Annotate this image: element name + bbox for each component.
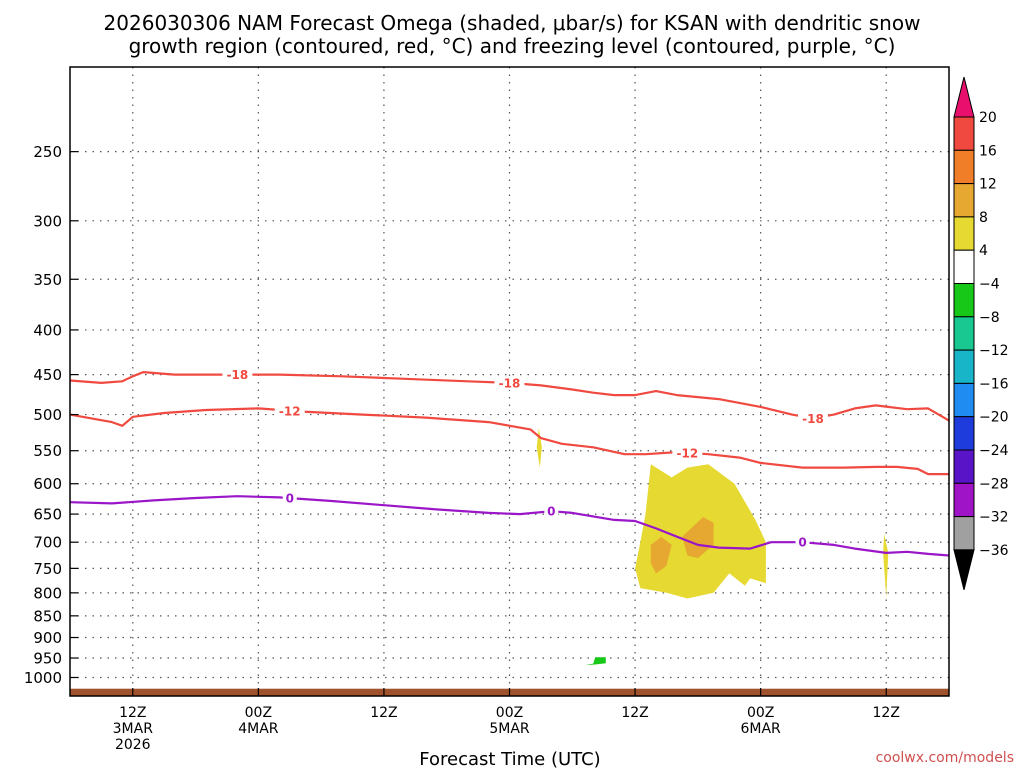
contour-label-bg: [222, 367, 253, 382]
colorbar-tick-label: 20: [979, 110, 997, 126]
y-tick-label-900: 900: [33, 629, 62, 647]
x-tick-label: 00Z: [496, 705, 523, 721]
colorbar-tick-label: −28: [979, 476, 1009, 492]
omega-shading: [536, 428, 889, 666]
contour-label-bg: [672, 445, 703, 460]
y-tick-label-550: 550: [33, 442, 62, 460]
y-tick-label-700: 700: [33, 534, 62, 552]
colorbar-swatch: [953, 382, 975, 418]
y-tick-label-400: 400: [33, 321, 62, 339]
contour-label-bg: [797, 411, 828, 426]
colorbar-swatch: [953, 449, 975, 484]
y-tick-label-950: 950: [33, 650, 62, 668]
colorbar-swatch: [953, 249, 975, 284]
omega-region-5: [584, 657, 606, 666]
colorbar-tick-label: −4: [979, 277, 1000, 293]
contour-label-bg: [494, 375, 525, 390]
omega-region-4: [883, 534, 889, 598]
colorbar-swatch: [953, 283, 975, 318]
omega-region-1: [650, 536, 672, 574]
colorbar-tick-label: −16: [979, 376, 1009, 392]
colorbar-swatch: [953, 516, 975, 551]
x-tick-label: 00Z: [747, 705, 774, 721]
y-tick-label-800: 800: [33, 584, 62, 602]
contour-label-bg: [282, 491, 297, 506]
x-tick-label: 6MAR: [740, 721, 781, 737]
colorbar-tick-label: 8: [979, 210, 988, 226]
colorbar-tick-label: −36: [979, 543, 1009, 559]
contour-label--12: -12: [279, 404, 301, 418]
y-tick-label-1000: 1000: [24, 669, 62, 687]
y-axis: 250 300 350 400 450 500 550 600 650 700 750 800 850 9…: [24, 143, 78, 687]
colorbar-top-arrow: [953, 76, 975, 118]
x-tick-label: 12Z: [621, 705, 648, 721]
y-tick-label-650: 650: [33, 506, 62, 524]
x-tick-label: 5MAR: [489, 721, 530, 737]
y-tick-label-500: 500: [33, 406, 62, 424]
y-tick-label-300: 300: [33, 212, 62, 230]
colorbar-swatch: [953, 482, 975, 518]
colorbar-tick-label: 4: [979, 243, 988, 259]
colorbar-swatch: [953, 316, 975, 351]
omega-region-3: [536, 428, 542, 468]
contour-label-0: 0: [798, 536, 806, 550]
contour-label-bg: [274, 403, 305, 418]
y-tick-label-350: 350: [33, 271, 62, 289]
x-tick-label: 00Z: [245, 705, 272, 721]
credit-text: coolwx.com/models: [876, 750, 1014, 766]
colorbar-swatch: [953, 149, 975, 185]
contour-label-bg: [544, 504, 559, 519]
contour-label-0: 0: [547, 505, 555, 519]
colorbar-tick-label: −8: [979, 310, 1000, 326]
colorbar-swatch: [953, 416, 975, 451]
colorbar-tick-label: 16: [979, 143, 997, 159]
colorbar-swatch: [953, 349, 975, 384]
colorbar-tick-label: −24: [979, 443, 1009, 459]
contour-line--18: [69, 371, 950, 422]
y-tick-label-250: 250: [33, 143, 62, 161]
colorbar-tick-label: 12: [979, 177, 997, 193]
x-tick-label: 12Z: [370, 705, 397, 721]
x-tick-label: 12Z: [119, 705, 146, 721]
contour-label--18: -18: [802, 412, 824, 426]
x-tick-label: 4MAR: [238, 721, 279, 737]
contour-line-0: [69, 495, 950, 557]
colorbar-swatch: [953, 183, 975, 218]
contour-line--12: [69, 407, 949, 476]
y-tick-label-450: 450: [33, 366, 62, 384]
x-tick-label: 3MAR: [113, 721, 154, 737]
y-tick-label-750: 750: [33, 560, 62, 578]
contour-lines: -18 -18 -18 -12 -12 0 0 0: [69, 367, 950, 557]
y-tick-label-850: 850: [33, 607, 62, 625]
colorbar: 20 16 12 8 4 −4 −8 −12 −16 −20 −24 −28 −32 −36: [953, 76, 1009, 591]
colorbar-bottom-arrow: [953, 549, 975, 591]
contour-label-bg: [795, 535, 810, 550]
colorbar-swatch: [953, 216, 975, 251]
colorbar-tick-label: −20: [979, 410, 1009, 426]
colorbar-swatch: [953, 116, 975, 151]
chart-title-line-1: 2026030306 NAM Forecast Omega (shaded, μ…: [104, 11, 921, 35]
colorbar-tick-label: −32: [979, 510, 1009, 526]
contour-label-0: 0: [286, 492, 294, 506]
x-tick-label: 12Z: [873, 705, 900, 721]
contour-label--18: -18: [499, 376, 521, 390]
colorbar-tick-label: −12: [979, 343, 1009, 359]
contour-label--12: -12: [677, 446, 699, 460]
omega-region-2: [682, 517, 714, 559]
contour-label--18: -18: [227, 368, 249, 382]
x-tick-label: 2026: [115, 737, 151, 753]
y-tick-label-600: 600: [33, 475, 62, 493]
chart-title-line-2: growth region (contoured, red, °C) and f…: [129, 34, 896, 58]
x-axis-label: Forecast Time (UTC): [419, 749, 600, 768]
